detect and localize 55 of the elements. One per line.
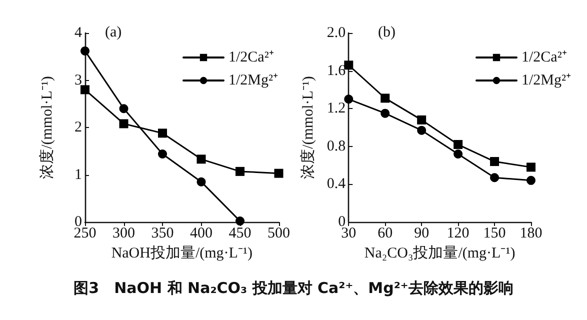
x-tick-label: 60 xyxy=(378,226,393,242)
point xyxy=(380,94,390,103)
y-tick-label: 2.0 xyxy=(326,25,346,41)
x-tick-label: 250 xyxy=(74,226,96,242)
point xyxy=(417,126,426,135)
chart-title: (a) xyxy=(105,24,122,40)
point xyxy=(490,173,500,182)
x-tick-label: 150 xyxy=(483,226,506,242)
x-tick-label: 30 xyxy=(341,226,356,242)
y-tick-label: 4 xyxy=(74,25,82,41)
point xyxy=(490,157,500,166)
point xyxy=(158,149,167,158)
point xyxy=(196,154,206,164)
y-tick-label: 1.2 xyxy=(326,100,346,117)
y-tick-label: 1 xyxy=(74,166,82,183)
legend-label: 1/2Mg²⁺ xyxy=(522,72,572,88)
y-tick-label: 0.8 xyxy=(326,138,346,154)
point xyxy=(158,128,167,138)
point xyxy=(236,166,244,176)
x-tick-label: 90 xyxy=(414,226,430,242)
x-tick-label: 350 xyxy=(151,226,174,242)
point xyxy=(119,104,128,114)
point xyxy=(119,119,128,128)
point xyxy=(380,108,390,118)
point xyxy=(274,168,284,178)
point xyxy=(196,177,206,186)
point xyxy=(344,94,354,104)
point xyxy=(80,46,90,56)
x-tick-label: 300 xyxy=(112,226,135,242)
y-tick-label: 0.4 xyxy=(326,176,346,192)
x-tick-label: 120 xyxy=(446,226,470,242)
point xyxy=(344,60,354,70)
point xyxy=(454,149,463,158)
point xyxy=(417,115,426,124)
x-axis-title: NaOH投加量/(mg·L⁻¹) xyxy=(111,244,252,262)
y-tick-label: 2 xyxy=(74,120,82,136)
point xyxy=(526,162,536,172)
x-tick-label: 400 xyxy=(190,226,212,242)
x-tick-label: 180 xyxy=(520,226,542,242)
x-axis-title: Na₂CO₃投加量/(mg·L⁻¹) xyxy=(364,244,516,262)
y-tick-label: 1.6 xyxy=(326,62,346,79)
point xyxy=(454,140,463,150)
point xyxy=(526,176,536,185)
y-tick-label: 3 xyxy=(74,72,82,88)
y-axis-title: 浓度/(mmol·L⁻¹) xyxy=(38,76,56,179)
y-axis-title: 浓度/(mmol·L⁻¹) xyxy=(300,76,316,179)
x-tick-label: 450 xyxy=(228,226,252,242)
point xyxy=(236,216,244,226)
chart-title: (b) xyxy=(378,24,396,40)
legend-label: 1/2Mg²⁺ xyxy=(228,72,278,88)
legend-label: 1/2Ca²⁺ xyxy=(522,50,567,66)
point xyxy=(80,85,90,94)
caption: 图3 NaOH 和 Na₂CO₃ 投加量对 Ca²⁺、Mg²⁺去除效果的影响 xyxy=(72,279,514,298)
x-tick-label: 500 xyxy=(268,226,290,242)
legend-label: 1/2Ca²⁺ xyxy=(228,50,274,66)
